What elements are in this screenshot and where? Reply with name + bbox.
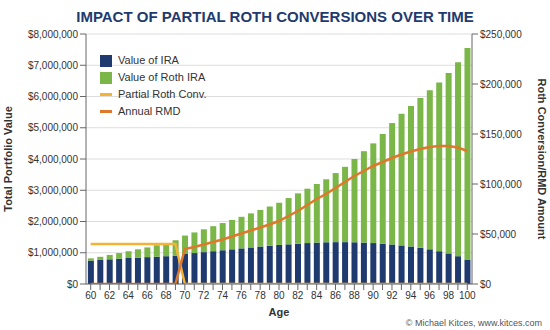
svg-text:96: 96 — [424, 290, 436, 301]
svg-text:68: 68 — [160, 290, 172, 301]
svg-text:$7,000,000: $7,000,000 — [28, 60, 78, 71]
svg-text:$0: $0 — [67, 279, 79, 290]
svg-text:60: 60 — [85, 290, 97, 301]
svg-text:$2,000,000: $2,000,000 — [28, 216, 78, 227]
svg-text:78: 78 — [255, 290, 267, 301]
svg-text:76: 76 — [236, 290, 248, 301]
svg-text:Total Portfolio Value: Total Portfolio Value — [8, 106, 14, 212]
svg-text:$8,000,000: $8,000,000 — [28, 29, 78, 40]
svg-text:72: 72 — [198, 290, 210, 301]
svg-text:$1,000,000: $1,000,000 — [28, 247, 78, 258]
svg-text:64: 64 — [123, 290, 135, 301]
svg-text:82: 82 — [292, 290, 304, 301]
svg-text:$250,000: $250,000 — [480, 29, 522, 40]
svg-text:74: 74 — [217, 290, 229, 301]
svg-text:Age: Age — [269, 306, 290, 318]
svg-text:86: 86 — [330, 290, 342, 301]
svg-text:$3,000,000: $3,000,000 — [28, 185, 78, 196]
svg-text:$5,000,000: $5,000,000 — [28, 122, 78, 133]
svg-text:$200,000: $200,000 — [480, 79, 522, 90]
svg-text:70: 70 — [179, 290, 191, 301]
html-text:© Michael Kitces, www.kitces.c: © Michael Kitces, www.kitces.com — [405, 318, 542, 328]
svg-text:90: 90 — [368, 290, 380, 301]
svg-text:$0: $0 — [480, 279, 492, 290]
svg-text:66: 66 — [142, 290, 154, 301]
svg-text:$150,000: $150,000 — [480, 129, 522, 140]
html-text:Value of IRA: Value of IRA — [118, 54, 179, 66]
svg-text:$50,000: $50,000 — [480, 229, 517, 240]
svg-text:84: 84 — [311, 290, 323, 301]
svg-text:94: 94 — [405, 290, 417, 301]
svg-text:Roth Conversion/RMD Amount: Roth Conversion/RMD Amount — [536, 79, 542, 240]
svg-text:98: 98 — [443, 290, 455, 301]
svg-text:88: 88 — [349, 290, 361, 301]
svg-text:92: 92 — [386, 290, 398, 301]
html-text:IMPACT OF PARTIAL ROTH CONVERS: IMPACT OF PARTIAL ROTH CONVERSIONS OVER … — [76, 8, 474, 25]
svg-text:$100,000: $100,000 — [480, 179, 522, 190]
svg-text:$6,000,000: $6,000,000 — [28, 91, 78, 102]
html-text:Partial Roth Conv.: Partial Roth Conv. — [118, 88, 207, 100]
svg-text:$4,000,000: $4,000,000 — [28, 154, 78, 165]
svg-text:100: 100 — [459, 290, 476, 301]
html-text:Annual RMD: Annual RMD — [118, 105, 181, 117]
html-text:Value of Roth IRA: Value of Roth IRA — [118, 71, 206, 83]
svg-text:80: 80 — [273, 290, 285, 301]
svg-text:62: 62 — [104, 290, 116, 301]
